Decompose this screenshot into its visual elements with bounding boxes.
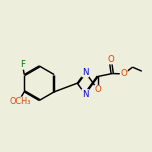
Text: O: O (95, 85, 102, 95)
Text: N: N (82, 68, 88, 77)
Text: OCH₃: OCH₃ (9, 97, 30, 106)
Text: N: N (82, 90, 88, 99)
Text: O: O (120, 69, 127, 78)
Text: O: O (107, 55, 114, 64)
Text: F: F (20, 60, 25, 69)
